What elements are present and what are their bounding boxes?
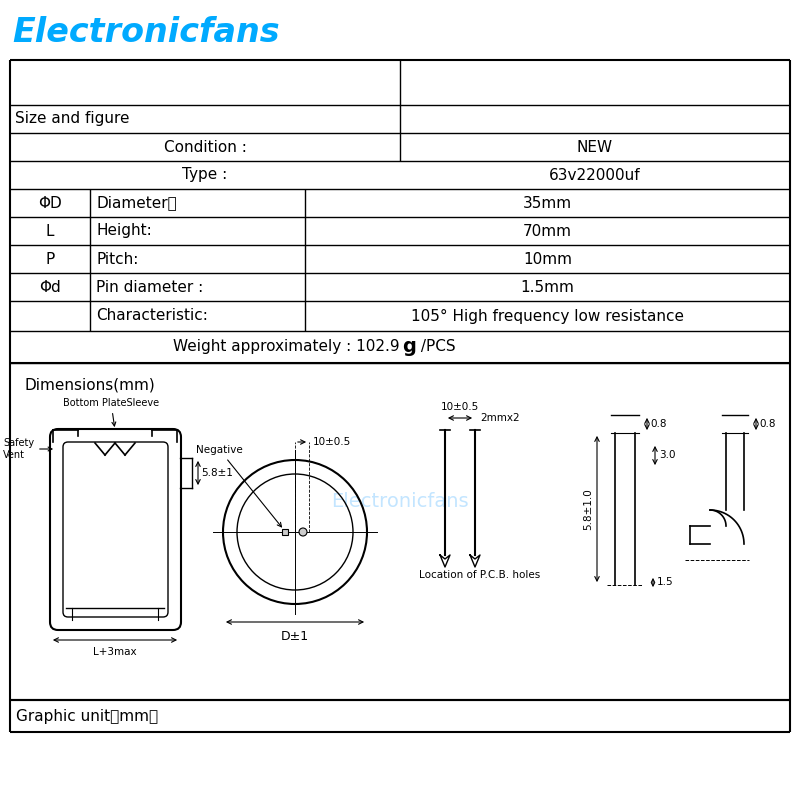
Text: Condition :: Condition : — [163, 139, 246, 154]
Text: 0.8: 0.8 — [650, 419, 666, 429]
Text: L: L — [46, 223, 54, 238]
Text: 105° High frequency low resistance: 105° High frequency low resistance — [411, 309, 684, 323]
Text: Diameter：: Diameter： — [96, 195, 177, 210]
Text: ΦD: ΦD — [38, 195, 62, 210]
Text: 5.8±1: 5.8±1 — [201, 468, 233, 478]
Text: L+3max: L+3max — [93, 647, 137, 657]
Bar — [282, 529, 288, 535]
Text: 1.5: 1.5 — [657, 577, 674, 587]
Text: 10±0.5: 10±0.5 — [313, 437, 351, 447]
Text: Pin diameter :: Pin diameter : — [96, 279, 203, 294]
Text: 2mmx2: 2mmx2 — [480, 413, 520, 423]
Text: g: g — [402, 338, 416, 357]
Text: 63v22000uf: 63v22000uf — [549, 167, 641, 182]
Text: 3.0: 3.0 — [659, 450, 675, 461]
Text: P: P — [46, 251, 54, 266]
Text: Φd: Φd — [39, 279, 61, 294]
Text: NEW: NEW — [577, 139, 613, 154]
Text: Location of P.C.B. holes: Location of P.C.B. holes — [419, 570, 541, 580]
Text: Graphic unit（mm）: Graphic unit（mm） — [16, 709, 158, 723]
Text: Size and figure: Size and figure — [15, 111, 130, 126]
Text: Electronicfans: Electronicfans — [12, 15, 280, 49]
Circle shape — [299, 528, 307, 536]
Text: 70mm: 70mm — [523, 223, 572, 238]
Text: 5.8±1.0: 5.8±1.0 — [583, 488, 593, 530]
Text: 35mm: 35mm — [523, 195, 572, 210]
Text: 10±0.5: 10±0.5 — [441, 402, 479, 412]
Text: Characteristic:: Characteristic: — [96, 309, 208, 323]
Text: Dimensions(mm): Dimensions(mm) — [24, 377, 154, 392]
Text: 0.8: 0.8 — [759, 419, 775, 429]
Text: 10mm: 10mm — [523, 251, 572, 266]
Text: /PCS: /PCS — [416, 339, 456, 354]
Text: Bottom PlateSleeve: Bottom PlateSleeve — [63, 398, 159, 426]
Text: Safety
Vent: Safety Vent — [3, 438, 52, 460]
Text: 1.5mm: 1.5mm — [521, 279, 574, 294]
Text: Height:: Height: — [96, 223, 152, 238]
Text: Electronicfans: Electronicfans — [331, 492, 469, 511]
Text: D±1: D±1 — [281, 630, 309, 643]
Text: Weight approximately : 102.9: Weight approximately : 102.9 — [174, 339, 400, 354]
Text: Type :: Type : — [182, 167, 228, 182]
Text: Negative: Negative — [196, 445, 282, 527]
Text: Pitch:: Pitch: — [96, 251, 138, 266]
